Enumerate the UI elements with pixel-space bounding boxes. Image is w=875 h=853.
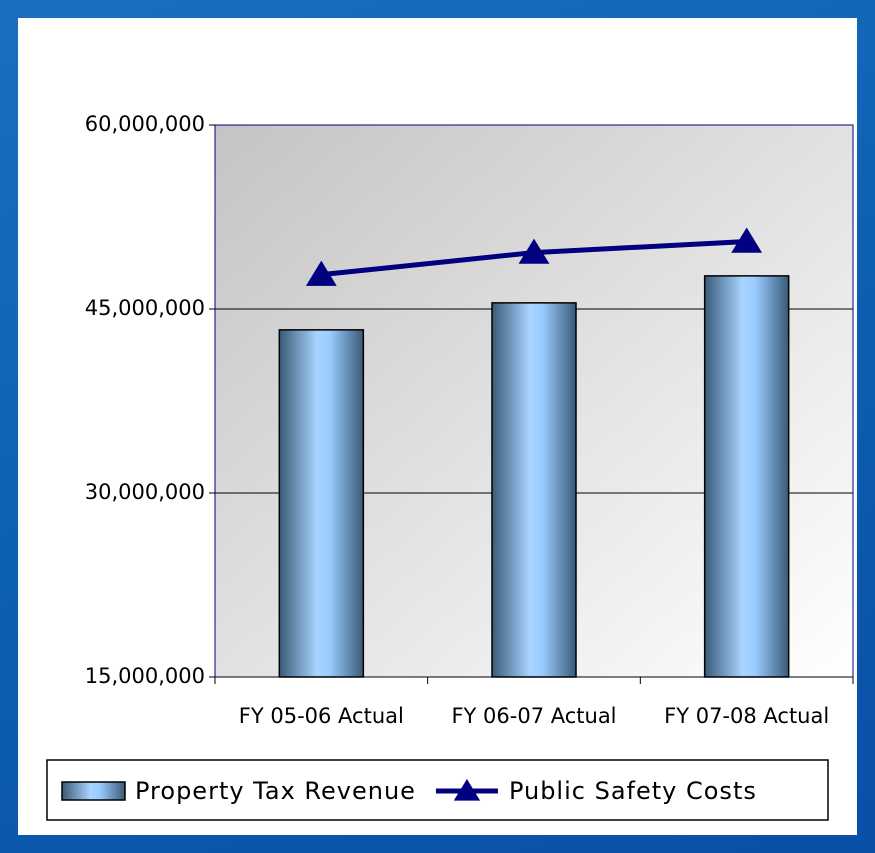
legend-swatch [61,781,126,801]
y-tick-label: 15,000,000 [85,664,205,688]
x-tick-label: FY 05-06 Actual [239,704,404,728]
marker [518,238,550,264]
marker [305,260,337,286]
legend-label: Property Tax Revenue [135,777,416,805]
y-tick-label: 60,000,000 [85,112,205,136]
bar [491,302,577,678]
y-tick-label: 30,000,000 [85,480,205,504]
bar [278,329,365,678]
y-tick-label: 45,000,000 [85,296,205,320]
bar [703,275,790,678]
x-tick-label: FY 06-07 Actual [451,704,616,728]
legend-label: Public Safety Costs [509,777,757,805]
marker [731,227,763,253]
x-tick-label: FY 07-08 Actual [664,704,829,728]
legend-marker [453,779,481,801]
